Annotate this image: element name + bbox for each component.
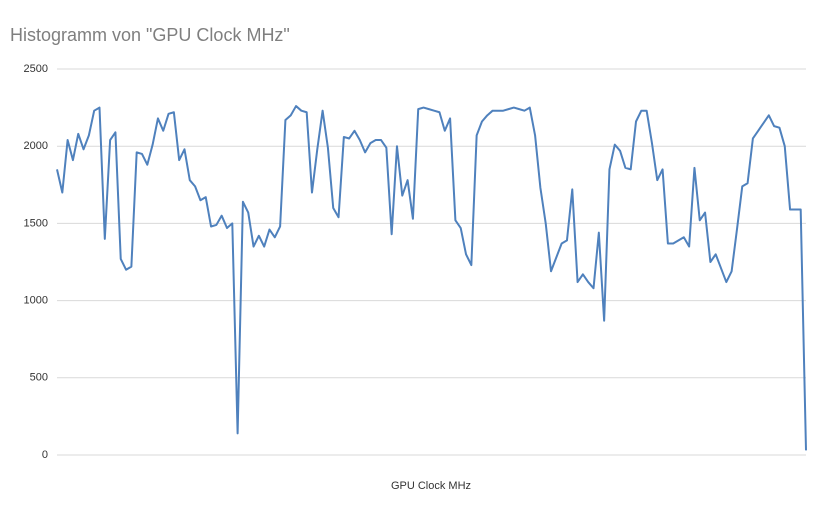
y-tick-label: 1000 [24, 295, 48, 307]
y-tick-label: 500 [30, 372, 48, 384]
chart-title: Histogramm von "GPU Clock MHz" [10, 25, 290, 45]
y-tick-label: 2000 [24, 140, 48, 152]
data-line [56, 105, 807, 451]
y-tick-label: 0 [42, 449, 48, 461]
y-tick-label: 1500 [24, 217, 48, 229]
y-tick-label: 2500 [24, 63, 48, 75]
x-axis-title: GPU Clock MHz [391, 480, 471, 492]
